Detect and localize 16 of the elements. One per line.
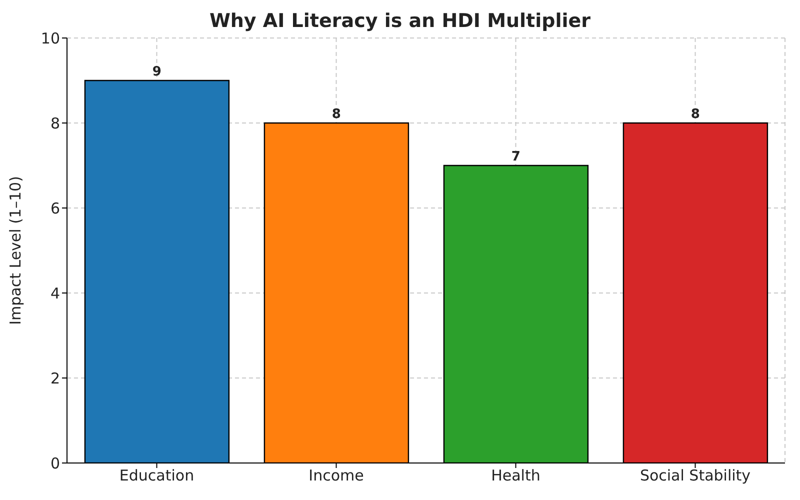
data-label: 7 — [511, 150, 520, 164]
x-tick-label: Health — [491, 466, 540, 485]
data-label: 8 — [332, 107, 341, 122]
y-tick-label: 6 — [50, 199, 60, 218]
y-tick-label: 8 — [50, 114, 60, 132]
y-axis-title: Impact Level (1–10) — [6, 176, 24, 325]
chart-title: Why AI Literacy is an HDI Multiplier — [209, 10, 591, 32]
data-label: 9 — [152, 64, 162, 80]
y-tick-label: 4 — [50, 284, 60, 302]
y-tick-label: 2 — [50, 369, 60, 388]
x-tick-label: Social Stability — [640, 466, 751, 485]
x-tick-label: Education — [119, 466, 194, 485]
data-label: 8 — [690, 107, 700, 122]
y-tick-label: 0 — [50, 454, 60, 472]
y-tick-label: 10 — [40, 29, 60, 48]
x-tick-label: Income — [308, 466, 364, 485]
